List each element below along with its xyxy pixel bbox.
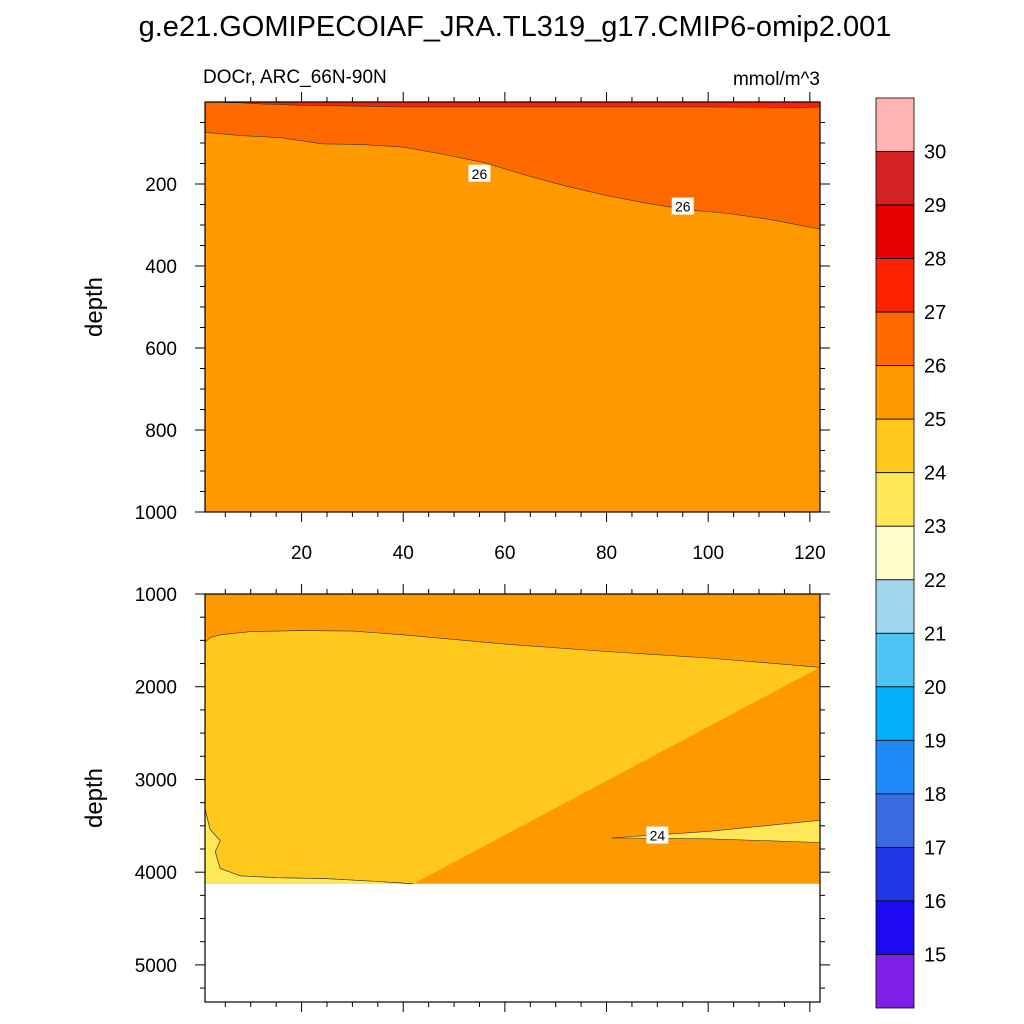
y-tick-label: 2000 [135, 678, 177, 699]
colorbar-box [875, 365, 915, 420]
colorbar-box [875, 151, 915, 206]
x-tick-label: 60 [494, 543, 515, 564]
contour-line [204, 101, 821, 109]
svg-text:26: 26 [675, 199, 691, 215]
colorbar-label: 16 [924, 891, 946, 913]
colorbar-label: 22 [924, 570, 946, 592]
contour-line [611, 820, 821, 839]
y-tick-label: 800 [145, 421, 177, 442]
colorbar-label: 24 [924, 463, 946, 485]
y-axis-label: depth [81, 277, 108, 337]
colorbar-label: 25 [924, 409, 946, 431]
x-tick-label: 40 [393, 543, 414, 564]
contour-line [204, 132, 821, 230]
contour-line [611, 837, 821, 843]
y-tick-label: 200 [145, 175, 177, 196]
colorbar-box [875, 525, 915, 581]
x-axis-ticks [224, 584, 811, 1012]
chart-title: g.e21.GOMIPECOIAF_JRA.TL319_g17.CMIP6-om… [139, 11, 892, 43]
y-axis-ticks [195, 122, 830, 513]
x-tick-label: 120 [794, 543, 826, 564]
y-tick-label: 400 [145, 257, 177, 278]
colorbar-label: 17 [924, 837, 946, 859]
colorbar-box [875, 579, 915, 634]
contour-line [204, 809, 414, 885]
colorbar-box [875, 204, 915, 259]
units-label: mmol/m^3 [733, 69, 820, 90]
colorbar-label: 29 [924, 195, 946, 217]
colorbar-label: 19 [924, 730, 946, 752]
contour-region-24-25 [205, 630, 820, 884]
contour-label: 26 [468, 164, 491, 182]
contour-region-26-27 [205, 102, 820, 230]
colorbar-label: 20 [924, 677, 946, 699]
colorbar-label: 18 [924, 784, 946, 806]
colorbar-box [875, 739, 915, 795]
panel-2: 1000 2000 3000 4000 5000 depth 24 [81, 584, 830, 1012]
contour-line [204, 630, 821, 668]
y-axis-label: depth [81, 768, 108, 828]
colorbar-label: 15 [924, 944, 946, 966]
colorbar-box [875, 632, 915, 688]
contour-label: 26 [671, 197, 694, 215]
colorbar-box [875, 418, 915, 474]
y-tick-label: 1000 [135, 585, 177, 606]
panel-1: 20 40 60 80 100 120 200 400 600 800 1000 depth 26 26 [81, 92, 830, 564]
svg-text:26: 26 [472, 166, 488, 182]
contour-region-23-24 [205, 809, 414, 884]
variable-label: DOCr, ARC_66N-90N [203, 67, 387, 88]
x-tick-label: 100 [692, 543, 724, 564]
colorbar-label: 27 [924, 302, 946, 324]
y-tick-label: 600 [145, 339, 177, 360]
colorbar-label: 26 [924, 356, 946, 378]
contour-label: 24 [646, 826, 669, 844]
y-tick-label: 3000 [135, 770, 177, 791]
y-tick-label: 5000 [135, 956, 177, 977]
colorbar-box [875, 686, 915, 741]
y-axis-ticks [195, 593, 830, 989]
svg-text:24: 24 [650, 828, 666, 844]
colorbar-label: 21 [924, 623, 946, 645]
colorbar-box [875, 258, 915, 313]
colorbar-label: 28 [924, 249, 946, 271]
colorbar-label: 30 [924, 142, 946, 164]
x-axis-ticks [224, 92, 811, 522]
colorbar-box [875, 847, 915, 902]
colorbar-box [875, 311, 915, 367]
plot-frame [204, 593, 821, 1003]
y-tick-label: 1000 [135, 503, 177, 524]
x-tick-label: 80 [596, 543, 617, 564]
colorbar-box [875, 954, 915, 1009]
colorbar-box [875, 472, 915, 527]
colorbar-label: 23 [924, 516, 946, 538]
colorbar-box [875, 793, 915, 848]
y-tick-label: 4000 [135, 863, 177, 884]
colorbar: 15 16 17 18 19 20 21 22 23 24 25 26 27 28 29 30 [875, 97, 946, 1009]
colorbar-box [875, 900, 915, 955]
x-tick-label: 20 [291, 543, 312, 564]
colorbar-box [875, 97, 915, 152]
contour-region-27-28 [205, 102, 820, 108]
